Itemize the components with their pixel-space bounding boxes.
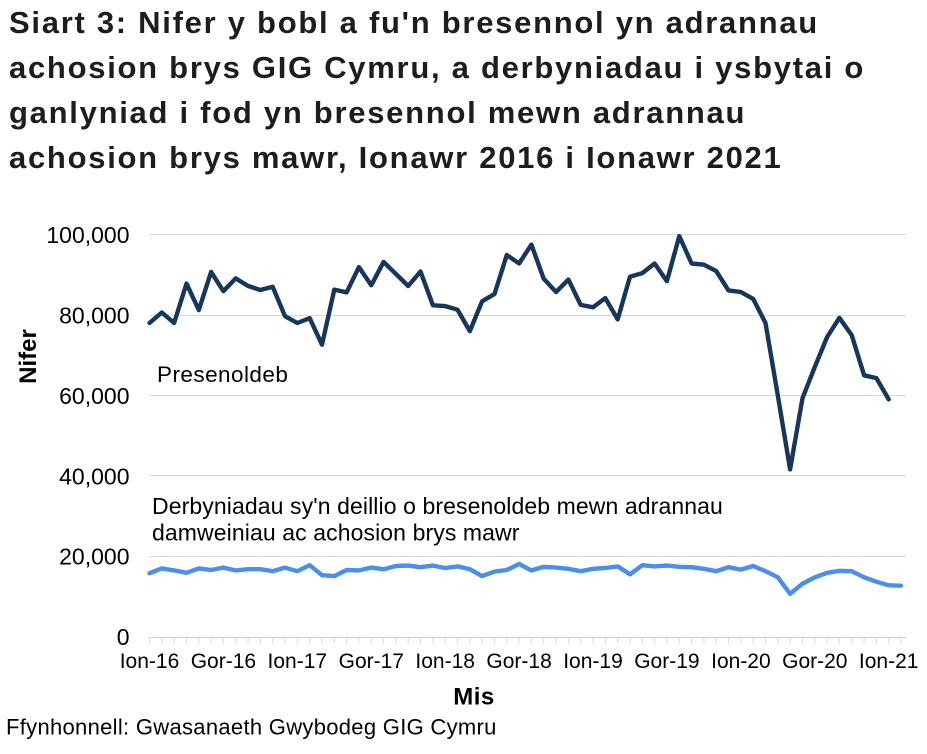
svg-text:Ion-19: Ion-19 [563,650,623,673]
svg-text:80,000: 80,000 [59,302,129,328]
svg-text:Gor-19: Gor-19 [634,650,699,673]
svg-text:Presenoldeb: Presenoldeb [157,362,288,387]
svg-text:60,000: 60,000 [59,383,129,409]
svg-text:Ion-20: Ion-20 [711,650,771,673]
svg-text:Nifer: Nifer [15,329,42,384]
svg-text:20,000: 20,000 [59,544,129,570]
svg-text:Ffynhonnell: Gwasanaeth Gwybod: Ffynhonnell: Gwasanaeth Gwybodeg GIG Cym… [6,715,497,740]
svg-text:Ion-21: Ion-21 [859,650,919,673]
svg-text:damweiniau ac achosion brys ma: damweiniau ac achosion brys mawr [152,519,520,545]
svg-text:Gor-18: Gor-18 [486,650,551,673]
svg-text:40,000: 40,000 [59,463,129,489]
svg-text:Ion-18: Ion-18 [415,650,475,673]
svg-text:100,000: 100,000 [46,222,129,248]
svg-text:Gor-20: Gor-20 [782,650,847,673]
svg-text:Derbyniadau sy'n deillio o bre: Derbyniadau sy'n deillio o bresenoldeb m… [152,493,723,519]
svg-text:0: 0 [117,624,130,650]
svg-text:Ion-17: Ion-17 [268,650,328,673]
svg-text:Gor-16: Gor-16 [191,650,256,673]
svg-text:Mis: Mis [453,684,495,711]
svg-text:Ion-16: Ion-16 [120,650,180,673]
svg-text:Gor-17: Gor-17 [339,650,404,673]
